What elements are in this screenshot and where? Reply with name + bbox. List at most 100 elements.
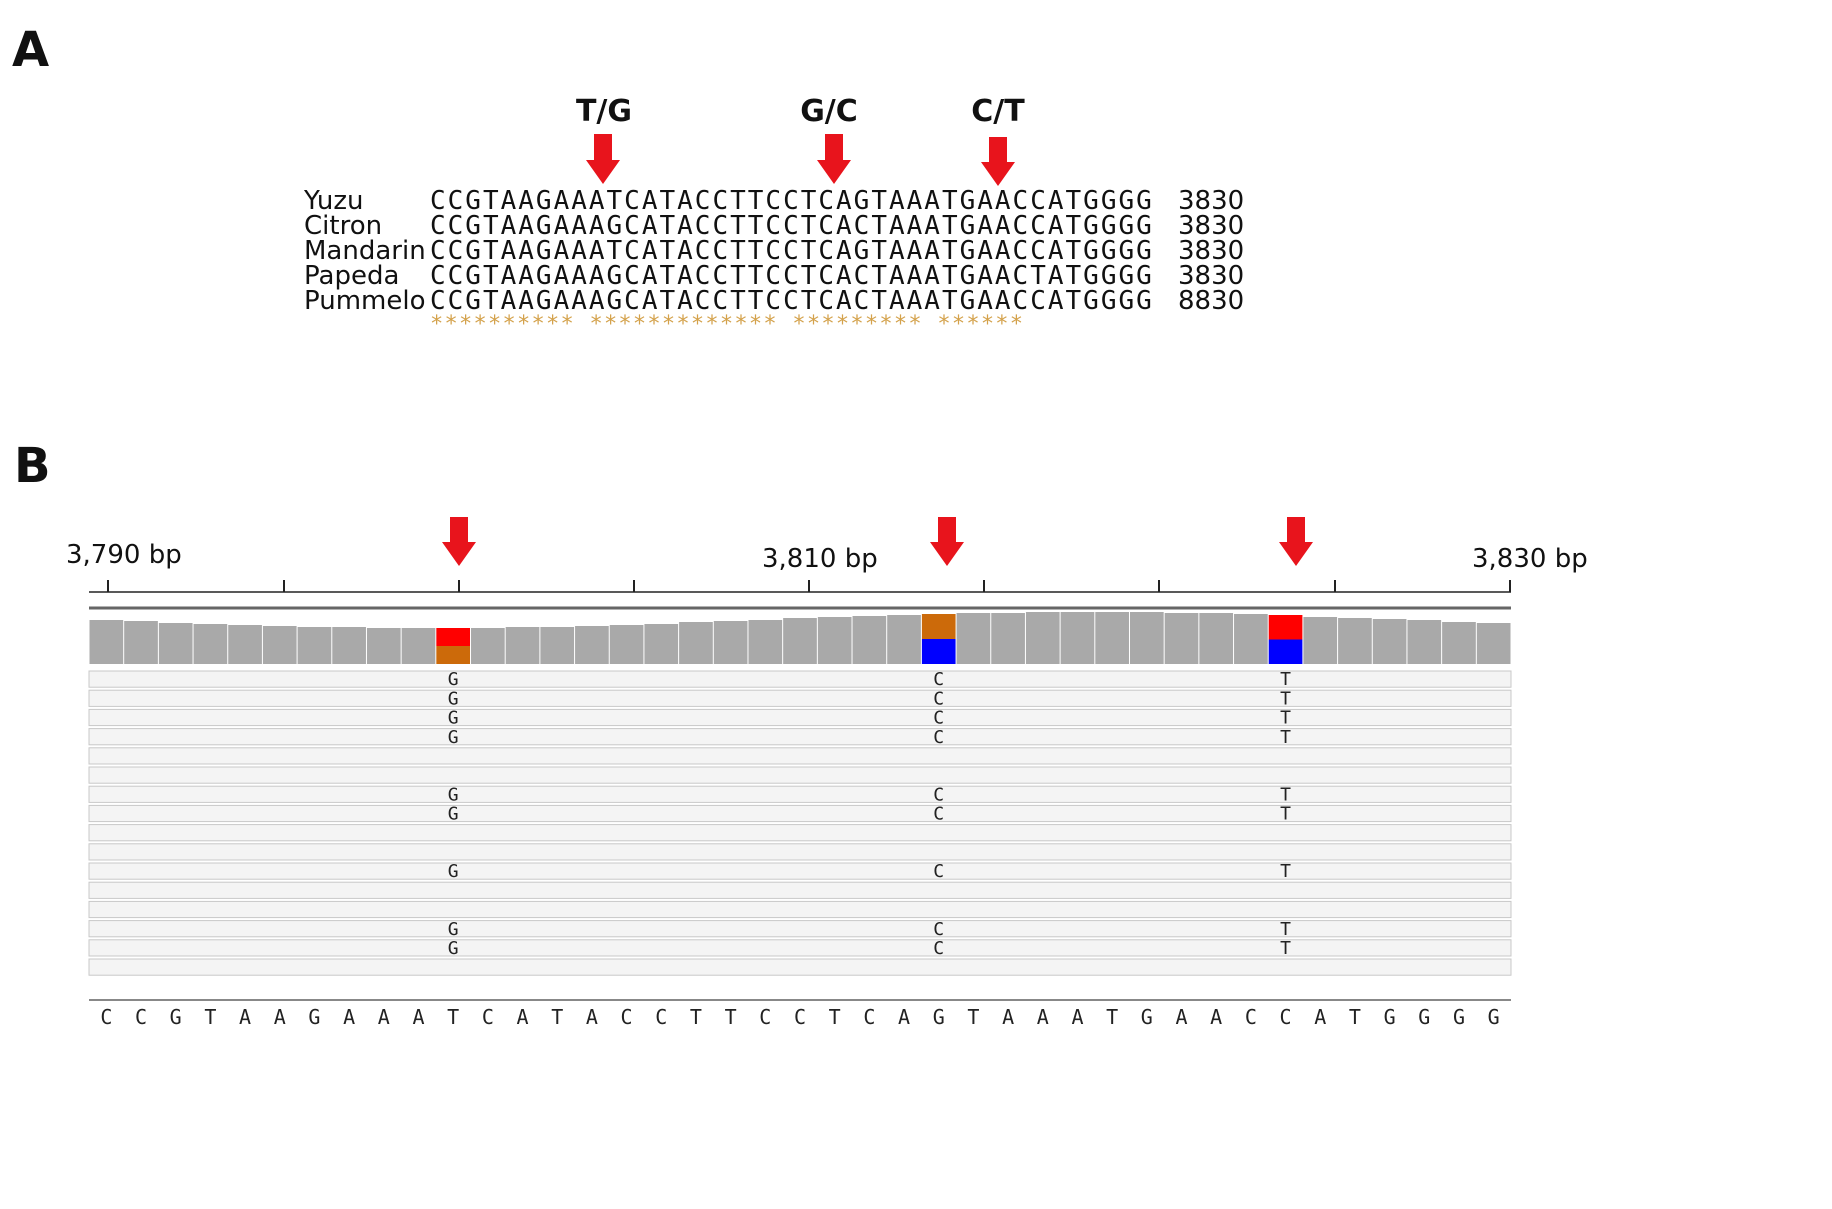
reference-base: C [1280, 1005, 1292, 1029]
read [88, 920, 1512, 938]
coverage-bar [679, 622, 713, 664]
panel-b-label: B [14, 438, 51, 494]
panel-a-label: A [12, 22, 50, 78]
read-base: C [933, 669, 944, 690]
coverage-bar [887, 615, 921, 664]
reference-base: T [447, 1005, 459, 1029]
reference-base: C [655, 1005, 667, 1029]
read-base: C [933, 688, 944, 709]
coverage-bar [644, 624, 679, 664]
reference-base: C [482, 1005, 494, 1029]
snp-label-2: G/C [800, 94, 858, 129]
down-arrow-icon [442, 517, 476, 566]
reference-base: C [794, 1005, 806, 1029]
reference-base: A [586, 1005, 598, 1029]
position-yuzu: 3830 [1178, 186, 1245, 216]
reference-base: A [1037, 1005, 1049, 1029]
down-arrow-icon [1279, 517, 1313, 566]
coverage-bar-snp-bottom [1268, 639, 1303, 664]
coverage-bar [505, 627, 540, 664]
reference-base: A [1314, 1005, 1326, 1029]
coverage-bar [575, 626, 609, 664]
read-base: T [1280, 688, 1291, 709]
read-base: G [448, 804, 459, 825]
ruler-label-left: 3,790 bp [66, 540, 182, 570]
consensus-line: ********** ************* ********* *****… [430, 312, 1025, 337]
coverage-bar [89, 620, 124, 664]
reference-base: A [239, 1005, 251, 1029]
reference-base: G [1488, 1005, 1500, 1029]
coverage-bar [540, 627, 575, 664]
read [88, 689, 1512, 707]
read-base: G [448, 938, 459, 959]
ruler-label-middle: 3,810 bp [762, 544, 878, 574]
coverage-bar [471, 628, 505, 664]
coverage-bar [193, 624, 228, 664]
species-papeda: Papeda [304, 261, 400, 291]
reference-base: T [204, 1005, 216, 1029]
read [88, 747, 1512, 765]
read-base: G [448, 669, 459, 690]
reference-base: T [551, 1005, 563, 1029]
read-base: G [448, 708, 459, 729]
reference-base: T [829, 1005, 841, 1029]
read [88, 843, 1512, 861]
sequence-citron: CCGTAAGAAAGCATACCTTCCTCACTAAATGAACCATGGG… [430, 211, 1154, 241]
coverage-bar [366, 628, 401, 664]
coverage-bar [1025, 612, 1060, 664]
read-base: G [448, 861, 459, 882]
sequence-papeda: CCGTAAGAAAGCATACCTTCCTCACTAAATGAACTATGGG… [430, 261, 1154, 291]
coverage-bar [1338, 618, 1372, 664]
reference-base: T [690, 1005, 702, 1029]
reference-base: G [933, 1005, 945, 1029]
read-base: G [448, 727, 459, 748]
read [88, 881, 1512, 899]
coverage-bar [401, 628, 436, 664]
read [88, 939, 1512, 957]
coverage-bar [1407, 620, 1442, 664]
down-arrow-icon [981, 137, 1015, 186]
coverage-bar [1129, 612, 1164, 664]
coverage-bar [609, 625, 644, 664]
read-base: C [933, 784, 944, 805]
reference-base: A [1071, 1005, 1083, 1029]
reference-base: G [170, 1005, 182, 1029]
sequence-yuzu: CCGTAAGAAATCATACCTTCCTCAGTAAATGAACCATGGG… [430, 186, 1154, 216]
reference-base: A [1175, 1005, 1187, 1029]
reference-base: A [274, 1005, 286, 1029]
reference-base: A [898, 1005, 910, 1029]
coverage-bar [1164, 613, 1199, 664]
reference-base: C [621, 1005, 633, 1029]
read-base: C [933, 727, 944, 748]
species-pummelo: Pummelo [304, 286, 426, 316]
read-base: C [933, 708, 944, 729]
read [88, 670, 1512, 688]
coverage-bar [1234, 614, 1268, 664]
reference-base: G [1141, 1005, 1153, 1029]
sequence-mandarin: CCGTAAGAAATCATACCTTCCTCAGTAAATGAACCATGGG… [430, 236, 1154, 266]
snp-label-1: T/G [575, 94, 633, 129]
read [88, 958, 1512, 976]
reference-base: C [1245, 1005, 1257, 1029]
coverage-bar [297, 627, 332, 664]
coverage-bar-snp-top [1268, 615, 1303, 640]
read [88, 785, 1512, 803]
reference-base: C [135, 1005, 147, 1029]
species-citron: Citron [304, 211, 383, 241]
reference-base: A [343, 1005, 355, 1029]
down-arrow-icon [930, 517, 964, 566]
read-base: C [933, 861, 944, 882]
reference-base: A [412, 1005, 424, 1029]
read [88, 728, 1512, 746]
reference-base: G [1453, 1005, 1465, 1029]
coverage-bar [991, 613, 1025, 664]
species-yuzu: Yuzu [304, 186, 364, 216]
reference-base: T [1349, 1005, 1361, 1029]
reference-base: G [1384, 1005, 1396, 1029]
read-base: G [448, 919, 459, 940]
sequence-pummelo: CCGTAAGAAAGCATACCTTCCTCACTAAATGAACCATGGG… [430, 286, 1154, 316]
position-citron: 3830 [1178, 211, 1245, 241]
read [88, 824, 1512, 842]
read-base: C [933, 938, 944, 959]
